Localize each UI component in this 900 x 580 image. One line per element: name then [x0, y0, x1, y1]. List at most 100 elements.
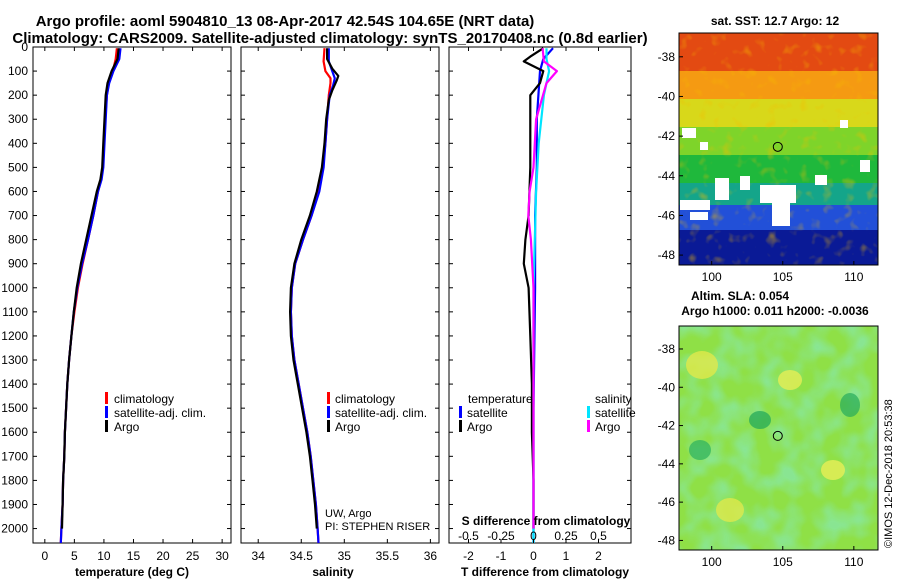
cloud-gap — [772, 200, 790, 226]
difference-legend: temperature salinity satellite Argo sate… — [459, 392, 636, 434]
sst-texture — [679, 33, 878, 265]
x-tick-label: -1 — [496, 549, 507, 563]
map-x-tick-label: 110 — [844, 555, 863, 569]
map-y-tick-label: -46 — [658, 208, 676, 222]
x-tick-label: 1 — [563, 549, 570, 563]
t-difference-axis-label: T difference from climatology — [461, 565, 629, 579]
sla-blob — [840, 393, 860, 417]
legend-swatch-t-argo — [459, 420, 462, 432]
map-y-tick-label: -44 — [658, 169, 676, 183]
legend-swatch-s-satellite — [587, 406, 590, 418]
x-tick-label: 35 — [338, 549, 352, 563]
title-line-1: Argo profile: aoml 5904810_13 08-Apr-201… — [36, 13, 535, 30]
sst-map — [679, 33, 878, 265]
sla-blob — [686, 351, 718, 379]
map-y-tick-label: -46 — [658, 495, 676, 509]
title-line-2: Climatology: CARS2009. Satellite-adjuste… — [12, 30, 647, 47]
legend-title-salinity: salinity — [595, 392, 632, 406]
cloud-gap — [740, 176, 750, 190]
depth-tick-label: 500 — [8, 160, 28, 174]
map-y-tick-label: -44 — [658, 457, 676, 471]
s-difference-axis-label: S difference from climatology — [462, 514, 631, 528]
salinity-axis-label: salinity — [312, 565, 354, 579]
depth-tick-label: 600 — [8, 184, 28, 198]
sla-map-frame — [678, 325, 879, 551]
depth-tick-label: 300 — [8, 112, 28, 126]
argo-marker-sst — [772, 141, 783, 152]
depth-tick-label: 2000 — [1, 522, 28, 536]
legend-swatch-s-argo — [587, 420, 590, 432]
depth-tick-label: 400 — [8, 136, 28, 150]
salinity-series — [289, 48, 340, 543]
cloud-gap — [680, 200, 710, 210]
x-tick-label: -2 — [463, 549, 474, 563]
legend-swatch-argo — [327, 420, 330, 432]
map-y-tick-label: -48 — [658, 248, 676, 262]
series-climatology — [59, 48, 118, 543]
series-argo — [289, 48, 340, 529]
legend-swatch-t-satellite — [459, 406, 462, 418]
argo-marker-sla — [772, 430, 783, 441]
pi-annotation-line-1: UW, Argo — [325, 508, 371, 520]
depth-tick-label: 1100 — [2, 305, 28, 319]
difference-top-ticks: -0.5 -0.25 0 0.25 0.5 — [458, 529, 607, 543]
sla-blob — [689, 440, 711, 460]
difference-x-ticks: -2 -1 0 1 2 — [463, 47, 602, 563]
cloud-gap — [690, 212, 708, 220]
legend-label-argo: Argo — [335, 420, 361, 434]
series-s-argo — [527, 48, 559, 529]
temperature-legend: climatology satellite-adj. clim. Argo — [105, 392, 206, 434]
x-tick-label: 25 — [186, 549, 200, 563]
legend-label-s-argo: Argo — [595, 420, 621, 434]
depth-tick-label: 1000 — [1, 281, 28, 295]
map-y-tick-label: -40 — [658, 380, 676, 394]
sst-map-title: sat. SST: 12.7 Argo: 12 — [711, 14, 840, 28]
depth-tick-label: 200 — [8, 88, 28, 102]
series-argo — [60, 48, 120, 529]
legend-swatch-argo — [105, 420, 108, 432]
legend-swatch-climatology — [327, 392, 330, 404]
sla-map-title: Altim. SLA: 0.054 — [691, 289, 789, 303]
depth-tick-label: 1300 — [1, 353, 28, 367]
map-x-tick-label: 110 — [844, 270, 863, 284]
cloud-gap — [700, 142, 708, 150]
sla-map-subtitle: Argo h1000: 0.011 h2000: -0.0036 — [681, 304, 869, 318]
map-y-tick-label: -42 — [658, 129, 676, 143]
legend-label-climatology: climatology — [114, 392, 174, 406]
salinity-x-ticks: 34 34.5 35 35.5 36 — [252, 47, 438, 563]
sla-map — [679, 326, 878, 550]
series-satellite-adj-clim- — [289, 48, 336, 543]
legend-label-t-satellite: satellite — [467, 406, 508, 420]
depth-tick-label: 1200 — [1, 329, 28, 343]
depth-tick-label: 1800 — [1, 473, 28, 487]
depth-tick-label: 0 — [21, 40, 28, 54]
depth-tick-label: 900 — [8, 257, 28, 271]
sla-blob — [778, 370, 802, 390]
sla-blob — [749, 411, 771, 429]
legend-title-temperature: temperature — [468, 392, 533, 406]
x-tick-label: 34 — [252, 549, 266, 563]
x-tick-label: 35.5 — [376, 549, 400, 563]
x-tick-label: 0 — [41, 549, 48, 563]
legend-swatch-satellite-adj — [327, 406, 330, 418]
x-tick-label: 30 — [215, 549, 229, 563]
legend-label-climatology: climatology — [335, 392, 395, 406]
legend-swatch-climatology — [105, 392, 108, 404]
x-tick-label: 36 — [424, 549, 438, 563]
sst-map-ticks: 100 105 110 -38 -40 -42 -44 -46 -48 — [658, 50, 864, 284]
x-tick-label: 15 — [127, 549, 141, 563]
top-tick-label: 0 — [530, 529, 537, 543]
cloud-gap — [815, 175, 827, 185]
depth-axis-ticks — [33, 46, 631, 530]
legend-swatch-satellite-adj — [105, 406, 108, 418]
map-x-tick-label: 105 — [773, 270, 793, 284]
depth-tick-label: 100 — [8, 64, 28, 78]
salinity-plot-frame — [240, 46, 440, 544]
map-y-tick-label: -42 — [658, 419, 676, 433]
temperature-x-ticks: 0 5 10 15 20 25 30 — [41, 47, 229, 563]
cloud-gap — [715, 178, 729, 200]
x-tick-label: 20 — [156, 549, 170, 563]
map-y-tick-label: -48 — [658, 533, 676, 547]
legend-label-argo: Argo — [114, 420, 140, 434]
